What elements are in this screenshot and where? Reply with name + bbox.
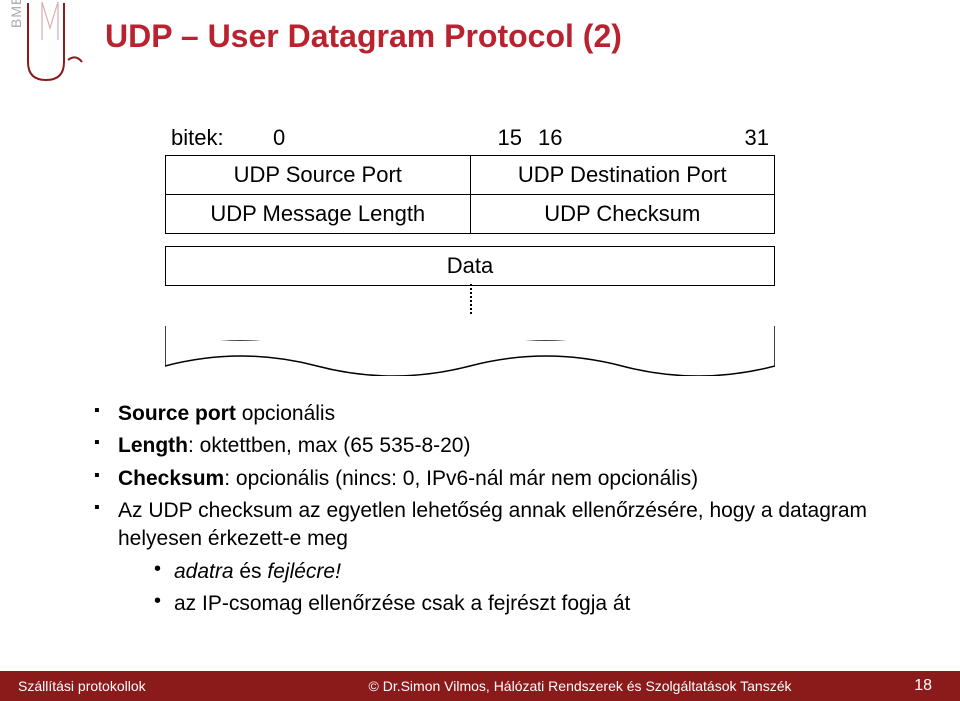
bullet-checksum: Checksum: opcionális (nincs: 0, IPv6-nál… [90, 465, 910, 493]
data-continuation-icon [470, 284, 472, 314]
bit-label: bitek: [165, 125, 273, 151]
bullet-source-port: Source port opcionális [90, 400, 910, 428]
sub-bullet-adatra: adatra és fejlécre! [90, 558, 910, 586]
bit-31: 31 [595, 125, 775, 151]
cell-source-port: UDP Source Port [166, 156, 471, 195]
bme-logo-icon [18, 0, 88, 95]
footer-center: © Dr.Simon Vilmos, Hálózati Rendszerek é… [280, 678, 880, 694]
footer-page-number: 18 [880, 677, 960, 695]
cell-msg-length: UDP Message Length [166, 195, 471, 234]
bit-header-row: bitek: 0 15 16 31 [165, 125, 775, 151]
bit-15: 15 [465, 125, 530, 151]
bullet-term: Length [118, 434, 188, 457]
bullet-term: Source port [118, 402, 236, 425]
sub-bullet-ip: az IP-csomag ellenőrzése csak a fejrészt… [90, 590, 910, 618]
bullet-list: Source port opcionális Length: oktettben… [90, 400, 910, 622]
cell-checksum: UDP Checksum [470, 195, 775, 234]
bullet-text: : opcionális (nincs: 0, IPv6-nál már nem… [224, 467, 698, 490]
cell-data: Data [165, 246, 775, 286]
cell-dest-port: UDP Destination Port [470, 156, 775, 195]
slide-title: UDP – User Datagram Protocol (2) [105, 18, 622, 55]
bullet-text: : oktettben, max (65 535-8-20) [188, 434, 471, 457]
udp-diagram: bitek: 0 15 16 31 UDP Source Port UDP De… [165, 125, 775, 294]
bullet-length: Length: oktettben, max (65 535-8-20) [90, 432, 910, 460]
sub-term: adatra [174, 560, 234, 583]
bullet-udp-checksum-note: Az UDP checksum az egyetlen lehetőség an… [90, 497, 910, 554]
data-row: Data [165, 246, 775, 294]
bullet-text: opcionális [236, 402, 335, 425]
footer-bar: Szállítási protokollok © Dr.Simon Vilmos… [0, 671, 960, 701]
bit-0: 0 [273, 125, 465, 151]
footer-left: Szállítási protokollok [0, 678, 280, 694]
logo-area: BME [0, 0, 90, 100]
sub-term2: fejlécre! [267, 560, 341, 583]
udp-header-table: UDP Source Port UDP Destination Port UDP… [165, 155, 775, 234]
bit-16: 16 [530, 125, 595, 151]
data-wave-icon [165, 326, 775, 376]
bullet-term: Checksum [118, 467, 224, 490]
sub-mid: és [234, 560, 268, 583]
